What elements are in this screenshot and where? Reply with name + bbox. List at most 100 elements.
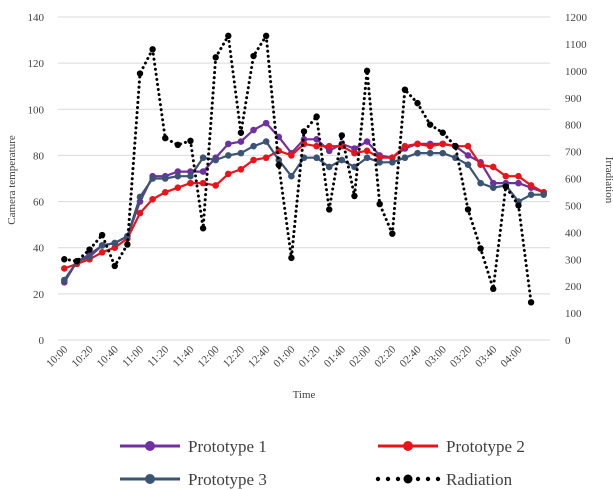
data-point [502, 183, 510, 190]
data-point [414, 99, 421, 107]
data-point [149, 46, 156, 53]
data-point [225, 140, 232, 148]
x-tick-label: 12:40 [246, 343, 273, 370]
data-point [326, 206, 333, 213]
y2-tick-label: 300 [565, 254, 582, 266]
legend: Prototype 1 Prototype 2 Prototype 3 Radiati… [120, 437, 525, 489]
legend-line [425, 476, 431, 482]
data-point [262, 154, 270, 162]
x-tick-label: 12:00 [196, 343, 223, 370]
legend-item: Radiation [375, 470, 513, 489]
data-point [262, 138, 270, 145]
data-point [98, 231, 106, 239]
data-point [111, 244, 119, 252]
data-point [477, 161, 484, 168]
data-point [351, 145, 358, 152]
x-tick-label: 03:20 [448, 343, 475, 370]
series-prototype-3 [61, 138, 547, 284]
legend-line [385, 476, 391, 482]
x-tick-label: 03:00 [423, 343, 450, 370]
x-tick-label: 10:00 [44, 343, 71, 370]
x-tick-label: 01:00 [271, 343, 298, 370]
data-point [61, 276, 68, 284]
y-tick-label: 20 [33, 289, 45, 301]
data-point [237, 165, 245, 173]
data-point [162, 134, 169, 142]
y-tick-label: 140 [28, 12, 45, 24]
legend-item: Prototype 1 [120, 437, 267, 456]
data-point [489, 184, 497, 192]
data-point [161, 189, 169, 196]
data-point [237, 129, 245, 136]
data-point [464, 206, 472, 213]
data-point [363, 138, 371, 145]
data-point [61, 265, 68, 272]
data-point [363, 67, 371, 75]
y2-tick-label: 200 [565, 281, 582, 293]
data-point [149, 195, 156, 203]
data-point [288, 152, 295, 159]
data-point [477, 245, 484, 252]
data-point [426, 149, 434, 157]
data-point [389, 154, 396, 162]
y2-tick-label: 400 [565, 227, 582, 239]
y2-tick-label: 1000 [565, 66, 588, 78]
x-tick-label: 01:40 [322, 343, 349, 370]
data-point [225, 170, 232, 178]
y-tick-label: 0 [39, 335, 45, 347]
x-tick-label: 12:20 [221, 343, 248, 370]
data-point [149, 175, 156, 182]
data-point [452, 143, 459, 150]
data-point [250, 142, 257, 150]
data-point [338, 132, 346, 139]
data-point [275, 161, 282, 169]
legend-marker [145, 441, 155, 451]
data-point [61, 256, 68, 263]
data-point [237, 149, 245, 157]
y2-tick-label: 800 [565, 120, 582, 132]
x-tick-label: 11:00 [120, 343, 146, 369]
data-point [414, 140, 421, 148]
data-point [288, 254, 295, 262]
data-point [212, 54, 219, 61]
data-point [464, 161, 472, 168]
data-point [363, 147, 371, 155]
data-point [250, 126, 257, 134]
data-point [136, 209, 144, 217]
legend-marker [145, 474, 155, 484]
legend-item: Prototype 3 [120, 470, 267, 489]
data-point [414, 149, 421, 157]
data-point [161, 175, 169, 182]
y-axis-right: 0 100 200 300 400 500 600 700 800 900 1000 1100 1200 [565, 12, 588, 347]
data-point [199, 154, 207, 162]
data-point [376, 154, 383, 162]
legend-item: Prototype 2 [378, 437, 525, 456]
data-point [338, 156, 346, 164]
x-axis-label: Time [293, 389, 316, 401]
y2-axis-label: Irradiation [603, 157, 613, 204]
y2-tick-label: 1100 [565, 39, 587, 51]
data-point [262, 119, 270, 127]
y2-tick-label: 100 [565, 308, 582, 320]
legend-line [415, 476, 421, 482]
data-point [124, 241, 131, 248]
legend-line [395, 476, 401, 482]
data-point [313, 135, 320, 143]
data-point [363, 154, 371, 162]
data-point [426, 142, 434, 150]
y-tick-label: 60 [33, 197, 45, 209]
data-point [477, 179, 484, 187]
data-point [174, 172, 182, 180]
x-tick-label: 10:40 [95, 343, 122, 370]
x-tick-label: 02:00 [347, 343, 374, 370]
data-point [199, 179, 207, 187]
data-point [464, 152, 472, 159]
data-point [401, 86, 409, 93]
data-point [376, 200, 383, 208]
data-point [401, 154, 409, 162]
data-point [288, 172, 295, 180]
data-point [187, 137, 194, 145]
y-tick-label: 120 [28, 58, 45, 70]
data-point [111, 239, 119, 247]
